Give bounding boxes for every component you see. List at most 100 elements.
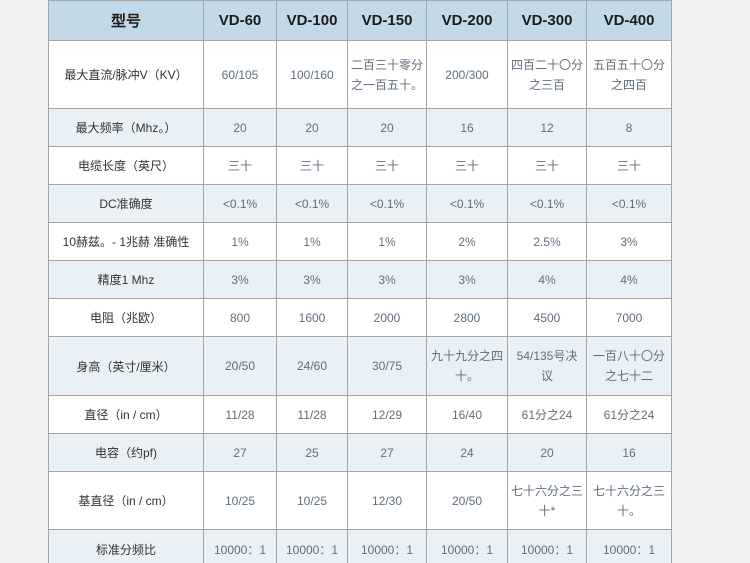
row-label: 标准分频比 — [48, 529, 204, 563]
table-cell: 三十 — [426, 146, 508, 185]
table-cell: 61分之24 — [507, 395, 587, 434]
row-label: 身高（英寸/厘米） — [48, 336, 204, 396]
table-row: 精度1 Mhz 3% 3% 3% 3% 4% 4% — [48, 260, 672, 299]
table-row: 标准分频比 10000：1 10000：1 10000：1 10000：1 10000：1… — [48, 529, 672, 563]
table-cell: 2000 — [347, 298, 427, 337]
table-cell: 三十 — [203, 146, 277, 185]
table-cell: 四百二十〇分之三百 — [507, 40, 587, 109]
table-cell: 7000 — [586, 298, 672, 337]
table-cell: 3% — [203, 260, 277, 299]
table-cell: 三十 — [586, 146, 672, 185]
table-cell: 3% — [276, 260, 348, 299]
header-col-vd100: VD-100 — [276, 0, 348, 41]
table-cell: 10000：1 — [276, 529, 348, 563]
table-cell: 20 — [507, 433, 587, 472]
table-cell: 4500 — [507, 298, 587, 337]
spec-table: 型号 VD-60 VD-100 VD-150 VD-200 VD-300 VD-… — [48, 0, 672, 563]
table-cell: 16/40 — [426, 395, 508, 434]
table-cell: 10000：1 — [507, 529, 587, 563]
row-label: DC准确度 — [48, 184, 204, 223]
table-cell: 20/50 — [203, 336, 277, 396]
row-label: 电缆长度（英尺） — [48, 146, 204, 185]
table-cell: 3% — [426, 260, 508, 299]
table-cell: 三十 — [276, 146, 348, 185]
table-cell: 100/160 — [276, 40, 348, 109]
table-body: 最大直流/脉冲V（KV） 60/105 100/160 二百三十零分之一百五十。 200… — [48, 40, 672, 563]
table-cell: 30/75 — [347, 336, 427, 396]
table-cell: 1% — [347, 222, 427, 261]
table-cell: <0.1% — [586, 184, 672, 223]
header-col-vd60: VD-60 — [203, 0, 277, 41]
row-label: 电阻（兆欧） — [48, 298, 204, 337]
table-row: 最大直流/脉冲V（KV） 60/105 100/160 二百三十零分之一百五十。 200… — [48, 40, 672, 109]
table-cell: 20 — [347, 108, 427, 147]
table-cell: <0.1% — [507, 184, 587, 223]
table-cell: 五百五十〇分之四百 — [586, 40, 672, 109]
row-label: 基直径（in / cm） — [48, 471, 204, 530]
table-cell: <0.1% — [347, 184, 427, 223]
table-cell: 4% — [586, 260, 672, 299]
header-col-vd300: VD-300 — [507, 0, 587, 41]
header-col-vd400: VD-400 — [586, 0, 672, 41]
table-cell: <0.1% — [426, 184, 508, 223]
table-cell: 20 — [203, 108, 277, 147]
table-row: 10赫兹。- 1兆赫 准确性 1% 1% 1% 2% 2.5% 3% — [48, 222, 672, 261]
header-row: 型号 VD-60 VD-100 VD-150 VD-200 VD-300 VD-… — [48, 0, 672, 41]
table-cell: 61分之24 — [586, 395, 672, 434]
table-cell: 一百八十〇分之七十二 — [586, 336, 672, 396]
table-cell: 27 — [203, 433, 277, 472]
table-row: 最大频率（Mhz。） 20 20 20 16 12 8 — [48, 108, 672, 147]
table-cell: <0.1% — [276, 184, 348, 223]
table-cell: 25 — [276, 433, 348, 472]
table-cell: 60/105 — [203, 40, 277, 109]
table-cell: 11/28 — [276, 395, 348, 434]
table-cell: 1% — [203, 222, 277, 261]
table-cell: 12/29 — [347, 395, 427, 434]
table-cell: 12/30 — [347, 471, 427, 530]
table-cell: 24/60 — [276, 336, 348, 396]
table-cell: 三十 — [347, 146, 427, 185]
table-cell: 九十九分之四十。 — [426, 336, 508, 396]
table-cell: 10000：1 — [203, 529, 277, 563]
table-cell: 24 — [426, 433, 508, 472]
table-cell: 20 — [276, 108, 348, 147]
table-cell: 16 — [426, 108, 508, 147]
table-row: 基直径（in / cm） 10/25 10/25 12/30 20/50 七十六分之三十*… — [48, 471, 672, 530]
header-col-vd150: VD-150 — [347, 0, 427, 41]
row-label: 直径（in / cm） — [48, 395, 204, 434]
table-row: DC准确度 <0.1% <0.1% <0.1% <0.1% <0.1% <0.1% — [48, 184, 672, 223]
table-cell: 七十六分之三十* — [507, 471, 587, 530]
table-cell: 4% — [507, 260, 587, 299]
table-cell: 10000：1 — [586, 529, 672, 563]
table-cell: 3% — [586, 222, 672, 261]
table-cell: 27 — [347, 433, 427, 472]
table-cell: 七十六分之三十。 — [586, 471, 672, 530]
table-cell: 10/25 — [203, 471, 277, 530]
table-row: 电容（约pf) 27 25 27 24 20 16 — [48, 433, 672, 472]
table-cell: 2800 — [426, 298, 508, 337]
table-cell: 200/300 — [426, 40, 508, 109]
table-cell: 20/50 — [426, 471, 508, 530]
row-label: 10赫兹。- 1兆赫 准确性 — [48, 222, 204, 261]
table-cell: 2.5% — [507, 222, 587, 261]
table-cell: 54/135号决议 — [507, 336, 587, 396]
header-col-vd200: VD-200 — [426, 0, 508, 41]
table-row: 电缆长度（英尺） 三十 三十 三十 三十 三十 三十 — [48, 146, 672, 185]
table-row: 直径（in / cm） 11/28 11/28 12/29 16/40 61分之24 61分… — [48, 395, 672, 434]
table-cell: <0.1% — [203, 184, 277, 223]
row-label: 电容（约pf) — [48, 433, 204, 472]
table-cell: 800 — [203, 298, 277, 337]
table-cell: 3% — [347, 260, 427, 299]
row-label: 最大直流/脉冲V（KV） — [48, 40, 204, 109]
table-cell: 1600 — [276, 298, 348, 337]
table-cell: 11/28 — [203, 395, 277, 434]
table-row: 电阻（兆欧） 800 1600 2000 2800 4500 7000 — [48, 298, 672, 337]
table-cell: 8 — [586, 108, 672, 147]
header-model-label: 型号 — [48, 0, 204, 41]
table-row: 身高（英寸/厘米） 20/50 24/60 30/75 九十九分之四十。 54/135号决… — [48, 336, 672, 396]
table-cell: 12 — [507, 108, 587, 147]
row-label: 精度1 Mhz — [48, 260, 204, 299]
table-cell: 二百三十零分之一百五十。 — [347, 40, 427, 109]
table-cell: 10/25 — [276, 471, 348, 530]
